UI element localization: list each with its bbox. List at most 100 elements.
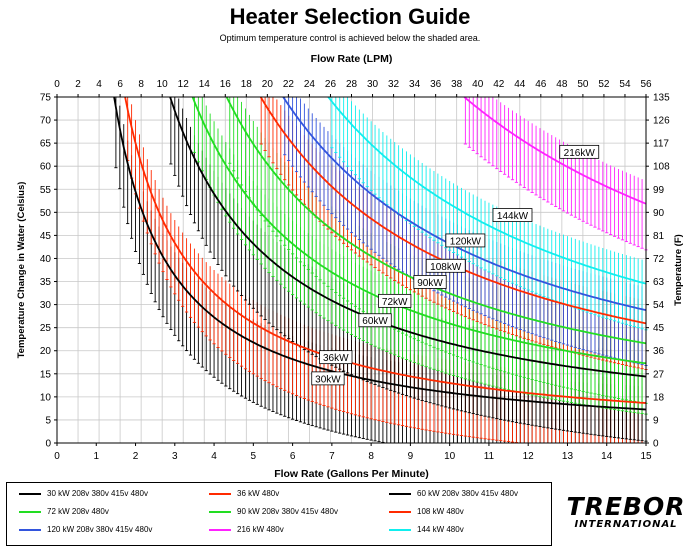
legend-label: 144 kW 480v <box>417 525 464 534</box>
series-line-7 <box>463 96 647 205</box>
x2-axis-title: Flow Rate (LPM) <box>311 53 393 65</box>
x-tick-label: 6 <box>290 451 296 462</box>
y2-tick-label: 9 <box>653 415 659 426</box>
y-tick-label: 15 <box>40 369 52 380</box>
series-line-2 <box>169 96 647 378</box>
error-bar-band-8 <box>330 97 648 331</box>
legend-swatch <box>389 529 411 531</box>
x2-tick-label: 28 <box>346 79 358 90</box>
x-tick-label: 0 <box>54 451 60 462</box>
y-axis-title: Temperature Change in Water (Celsius) <box>16 182 27 359</box>
x2-tick-label: 20 <box>262 79 274 90</box>
x2-tick-label: 4 <box>96 79 102 90</box>
y2-tick-label: 126 <box>653 116 670 127</box>
x-tick-label: 13 <box>562 451 574 462</box>
x-tick-label: 14 <box>601 451 613 462</box>
x2-tick-label: 48 <box>556 79 568 90</box>
curve-label-box <box>445 233 486 248</box>
x2-tick-label: 30 <box>367 79 379 90</box>
y2-tick-label: 36 <box>653 346 665 357</box>
curve-label-box <box>378 293 412 308</box>
series-line-3 <box>191 96 647 365</box>
y2-tick-label: 45 <box>653 323 665 334</box>
y-tick-label: 60 <box>40 162 52 173</box>
y2-tick-label: 63 <box>653 277 665 288</box>
curve-label: 30kW <box>315 374 341 385</box>
y-tick-label: 35 <box>40 277 52 288</box>
x-tick-label: 1 <box>93 451 99 462</box>
x-tick-label: 12 <box>523 451 535 462</box>
y-tick-label: 25 <box>40 323 52 334</box>
curve-label-box <box>358 313 392 328</box>
x2-tick-label: 22 <box>283 79 295 90</box>
x2-tick-label: 2 <box>75 79 81 90</box>
legend-label: 90 kW 208v 380v 415v 480v <box>237 507 338 516</box>
y-tick-label: 70 <box>40 116 52 127</box>
y2-tick-label: 54 <box>653 300 665 311</box>
legend-swatch <box>389 511 411 513</box>
legend: 30 kW 208v 380v 415v 480v 36 kW 480v 60 kW… <box>6 482 552 546</box>
curve-label-box <box>413 275 447 289</box>
y-tick-label: 50 <box>40 208 52 219</box>
y2-tick-label: 81 <box>653 231 665 242</box>
x-tick-label: 7 <box>329 451 335 462</box>
x-tick-label: 2 <box>133 451 139 462</box>
x-tick-label: 9 <box>408 451 414 462</box>
legend-label: 30 kW 208v 380v 415v 480v <box>47 489 148 498</box>
curve-label-box <box>311 371 345 386</box>
x2-tick-label: 56 <box>640 79 652 90</box>
x2-tick-label: 16 <box>220 79 232 90</box>
y-tick-label: 75 <box>40 93 52 104</box>
x2-tick-label: 12 <box>178 79 190 90</box>
legend-swatch <box>19 529 41 531</box>
curve-label-box <box>319 350 353 365</box>
heater-chart: 0 1 2 3 4 5 6 7 8 9 10 11 12 13 14 150 2 4 6 8 10 12 14 16 18 20 2… <box>16 53 684 480</box>
x-tick-label: 5 <box>251 451 257 462</box>
x-tick-label: 4 <box>211 451 217 462</box>
x2-tick-label: 40 <box>472 79 484 90</box>
x2-tick-label: 34 <box>409 79 421 90</box>
curve-label: 60kW <box>362 316 388 327</box>
logo-subtitle: INTERNATIONAL <box>574 519 678 530</box>
legend-label: 72 kW 208v 480v <box>47 507 109 516</box>
label-layer: 30kW 36kW 60kW 72kW 90kW 108kW 120kW 216kW 144kW <box>311 144 600 386</box>
y2-axis-title: Temperature (F) <box>673 234 684 306</box>
curve-label: 120kW <box>450 236 482 247</box>
legend-swatch <box>19 493 41 495</box>
curve-label: 36kW <box>323 353 349 364</box>
series-line-1 <box>124 96 647 404</box>
x-tick-label: 3 <box>172 451 178 462</box>
x-tick-label: 11 <box>484 451 495 462</box>
legend-swatch <box>209 529 231 531</box>
x2-tick-label: 8 <box>138 79 144 90</box>
x2-tick-label: 50 <box>577 79 589 90</box>
chart-title: Heater Selection Guide <box>229 4 471 29</box>
chart-subtitle: Optimum temperature control is achieved … <box>219 33 481 43</box>
x-tick-label: 15 <box>640 451 652 462</box>
y2-tick-label: 108 <box>653 162 670 173</box>
series-line-8 <box>327 96 647 285</box>
legend-label: 36 kW 480v <box>237 489 280 498</box>
x2-tick-label: 0 <box>54 79 60 90</box>
curve-label-box <box>559 144 600 159</box>
y2-tick-label: 18 <box>653 392 665 403</box>
y-tick-label: 40 <box>40 254 52 265</box>
x-tick-label: 10 <box>444 451 456 462</box>
legend-swatch <box>209 511 231 513</box>
x2-tick-label: 10 <box>157 79 169 90</box>
y2-tick-label: 0 <box>653 439 659 450</box>
legend-swatch <box>389 493 411 495</box>
curve-label: 90kW <box>417 278 443 289</box>
x2-tick-label: 38 <box>451 79 463 90</box>
x2-tick-label: 26 <box>325 79 337 90</box>
y2-tick-label: 90 <box>653 208 665 219</box>
legend-swatch <box>209 493 231 495</box>
x2-tick-label: 36 <box>430 79 442 90</box>
x2-tick-label: 24 <box>304 79 316 90</box>
y2-tick-label: 117 <box>653 139 669 150</box>
y2-tick-label: 99 <box>653 185 665 196</box>
x2-tick-label: 42 <box>493 79 505 90</box>
x2-tick-label: 44 <box>514 79 526 90</box>
y-tick-label: 55 <box>40 185 52 196</box>
series-line-0 <box>113 96 647 411</box>
